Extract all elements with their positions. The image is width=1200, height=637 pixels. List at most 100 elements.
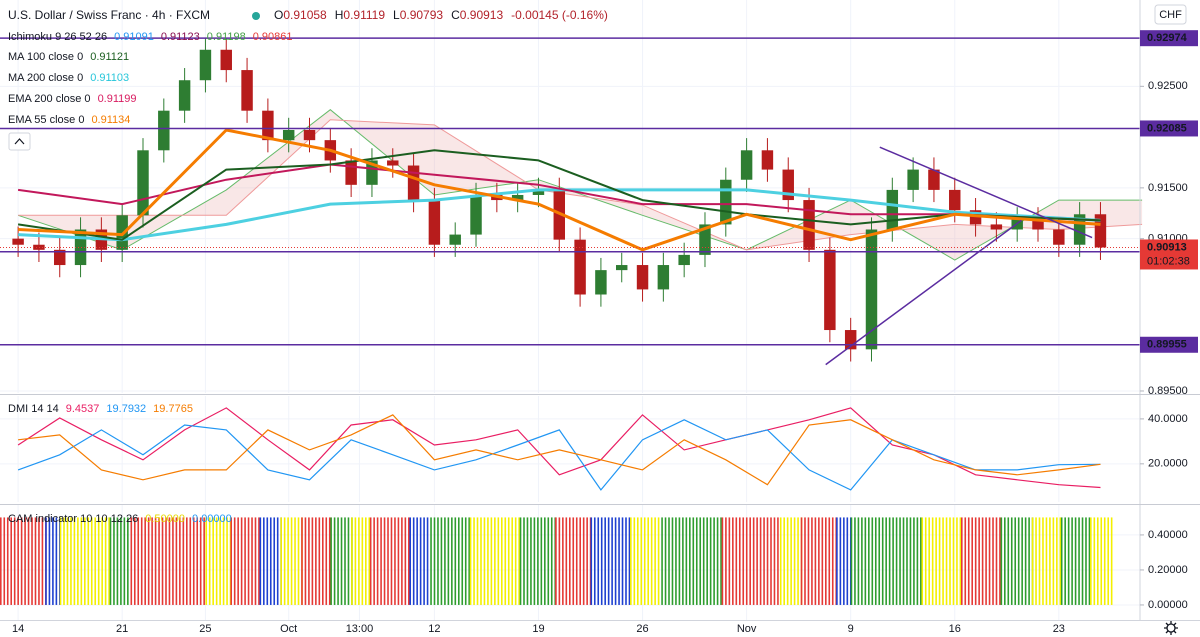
cam-bar [949, 517, 951, 605]
cam-bar [1035, 517, 1037, 605]
candle-body [199, 49, 212, 81]
cam-bar [113, 517, 115, 605]
ichimoku-span [18, 119, 1143, 251]
cam-bar [94, 517, 97, 605]
cam-bar [361, 517, 364, 605]
cam-bar [738, 517, 741, 605]
cam-bar [786, 517, 789, 605]
candle-body [574, 239, 586, 295]
cam-bar [294, 517, 296, 605]
cam-bar [1096, 517, 1099, 605]
candle-body [428, 200, 441, 245]
cam-bar [397, 517, 400, 605]
candle-body [595, 270, 607, 295]
indicator-value: 9.4537 [66, 403, 100, 415]
cam-bar [988, 517, 991, 605]
cam-bar [885, 517, 887, 605]
cam-bar [1038, 517, 1041, 605]
cam-bar [699, 517, 702, 605]
cam-bar [1017, 517, 1020, 605]
cam-bar [735, 517, 738, 605]
candle-body [782, 169, 794, 201]
candle-body [928, 169, 940, 190]
candle-body [969, 210, 982, 225]
cam-bar [818, 517, 820, 605]
candle-body [282, 129, 295, 141]
indicator-value: 0.91134 [91, 114, 130, 126]
cam-bar [881, 517, 884, 605]
cam-bar [451, 517, 453, 605]
cam-bar [354, 517, 357, 605]
cam-bar [985, 517, 987, 605]
settings-button[interactable] [1164, 621, 1178, 635]
cam-bar [706, 517, 708, 605]
cam-bar [971, 517, 974, 605]
cam-bar [137, 517, 140, 605]
cam-bar [709, 517, 712, 605]
cam-bar [742, 517, 745, 605]
cam-bar [189, 517, 192, 605]
cam-bar [283, 517, 286, 605]
cam-bar [756, 517, 758, 605]
moving-average [17, 163, 1101, 222]
cam-bar [1085, 517, 1087, 605]
cam-bar [254, 517, 257, 605]
cam-bar [1049, 517, 1051, 605]
cam-bar [212, 517, 214, 605]
indicator-value: 0.91103 [90, 72, 129, 84]
cam-bar [1103, 517, 1106, 605]
cam-bar [555, 517, 557, 605]
cam-bar [716, 517, 719, 605]
cam-bar [759, 517, 762, 605]
cam-bar [1107, 517, 1109, 605]
cam-bar [597, 517, 600, 605]
level-label-box [1140, 30, 1198, 47]
cam-bar [1081, 517, 1084, 605]
cam-bar [457, 517, 460, 605]
cam-bar [487, 517, 489, 605]
cam-bar [258, 517, 260, 605]
legends: U.S. Dollar / Swiss Franc · 4h · FXCM O0… [8, 8, 608, 525]
cam-bar [633, 517, 636, 605]
y-tick-label: 0.92500 [1148, 80, 1188, 92]
cam-bar [90, 517, 93, 605]
cam-bar [995, 517, 998, 605]
cam-bar [109, 517, 112, 605]
cam-bar [544, 517, 546, 605]
collapse-legend-button[interactable] [8, 132, 31, 151]
cam-bar [721, 517, 724, 605]
cam-bar [172, 517, 174, 605]
cam-bar [661, 517, 663, 605]
cam-bar [618, 517, 620, 605]
cam-bar [654, 517, 656, 605]
cam-bar [783, 517, 785, 605]
cam-bar [10, 517, 13, 605]
cam-bar [230, 517, 233, 605]
cam-bar [960, 517, 963, 605]
cam-bar [916, 517, 919, 605]
candle-body [844, 330, 857, 350]
cam-bar [409, 517, 412, 605]
y-tick-label: 0.89500 [1148, 385, 1188, 397]
cam-bar [483, 517, 486, 605]
candle-body [886, 189, 899, 230]
cam-bar [777, 517, 779, 605]
cam-bar [526, 517, 529, 605]
gear-teeth [1164, 621, 1178, 635]
ohlc-value: 0.90913 [460, 8, 504, 22]
cam-bar [408, 517, 410, 605]
cam-bar [454, 517, 457, 605]
level-label: 0.92085 [1147, 122, 1187, 134]
x-tick-label: 25 [199, 623, 211, 635]
cam-bar [351, 517, 353, 605]
cam-bar [45, 517, 47, 605]
x-tick-label: Nov [737, 623, 757, 635]
cam-bar [404, 517, 407, 605]
cam-bar [13, 517, 16, 605]
y-tick-label: 0.91500 [1148, 182, 1188, 194]
cam-bar [158, 517, 160, 605]
cam-bar [540, 517, 543, 605]
currency-button[interactable] [1154, 4, 1187, 25]
